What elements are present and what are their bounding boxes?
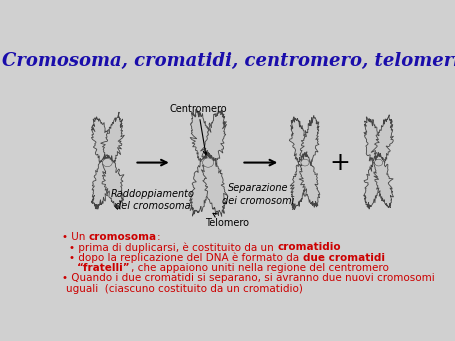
Text: • prima di duplicarsi, è costituito da un: • prima di duplicarsi, è costituito da u… <box>69 242 277 253</box>
PathPatch shape <box>101 112 124 170</box>
Text: uguali  (ciascuno costituito da un cromatidio): uguali (ciascuno costituito da un cromat… <box>66 284 303 294</box>
Ellipse shape <box>102 159 112 167</box>
Text: Raddoppiamento
del cromosoma: Raddoppiamento del cromosoma <box>110 189 194 211</box>
Text: Separazione
dei cromosomi: Separazione dei cromosomi <box>222 183 294 206</box>
Text: :: : <box>156 232 160 242</box>
PathPatch shape <box>299 116 318 173</box>
PathPatch shape <box>370 115 393 170</box>
Text: Cromosoma, cromatidi, centromero, telomeri.: Cromosoma, cromatidi, centromero, telome… <box>1 52 455 70</box>
PathPatch shape <box>91 117 112 172</box>
Text: Centromero: Centromero <box>169 104 227 155</box>
Text: “fratelli”: “fratelli” <box>77 263 131 273</box>
Text: cromatidio: cromatidio <box>277 242 340 252</box>
PathPatch shape <box>298 152 319 207</box>
PathPatch shape <box>363 152 383 209</box>
Text: • Quando i due cromatidi si separano, si avranno due nuovi cromosomi: • Quando i due cromatidi si separano, si… <box>61 273 434 283</box>
PathPatch shape <box>201 152 228 217</box>
PathPatch shape <box>289 152 309 210</box>
PathPatch shape <box>189 153 214 216</box>
Ellipse shape <box>300 159 308 166</box>
Text: +: + <box>329 151 349 175</box>
Text: • Un: • Un <box>61 232 88 242</box>
Text: • dopo la replicazione del DNA è formato da: • dopo la replicazione del DNA è formato… <box>69 253 302 263</box>
PathPatch shape <box>200 110 226 173</box>
Text: Telomero: Telomero <box>205 213 249 228</box>
Ellipse shape <box>374 159 382 166</box>
Ellipse shape <box>202 158 213 167</box>
PathPatch shape <box>373 154 393 208</box>
Text: due cromatidi: due cromatidi <box>302 253 384 263</box>
Text: cromosoma: cromosoma <box>88 232 156 242</box>
PathPatch shape <box>289 117 310 172</box>
PathPatch shape <box>190 109 214 170</box>
PathPatch shape <box>102 155 124 210</box>
PathPatch shape <box>91 154 112 209</box>
PathPatch shape <box>363 117 384 172</box>
Text: , che appaiono uniti nella regione del centromero: , che appaiono uniti nella regione del c… <box>131 263 388 273</box>
